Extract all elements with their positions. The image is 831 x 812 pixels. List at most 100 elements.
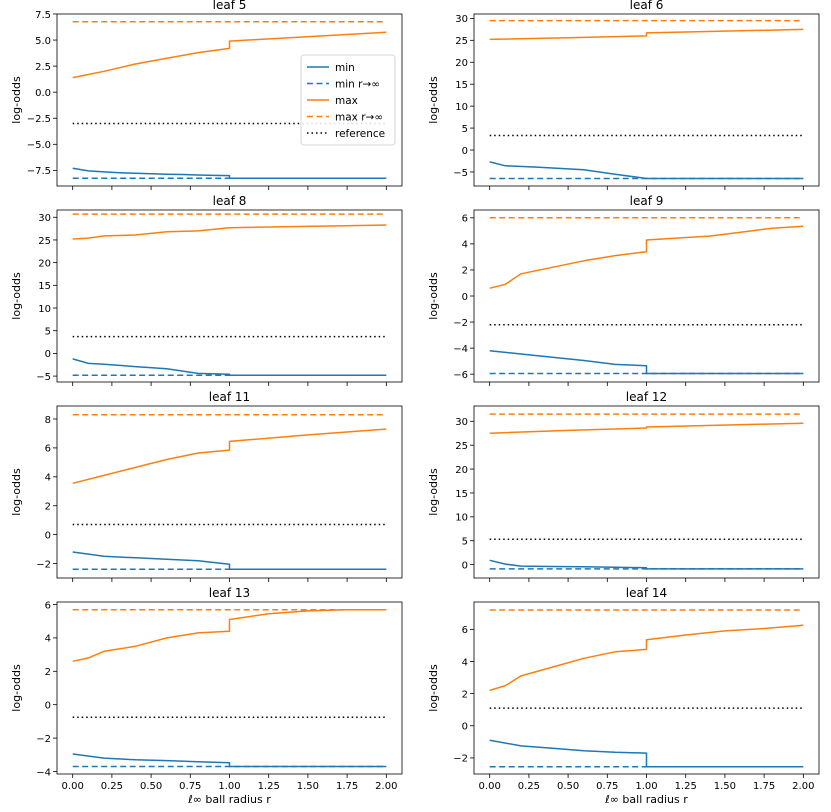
panel-leaf-2: leaf 6 log-odds −5 0 5 10 15 20 25 30	[427, 0, 820, 190]
y-axis-label: log-odds	[427, 468, 440, 516]
y-tick-label: −2	[36, 734, 51, 745]
y-tick-label: −2	[453, 318, 468, 329]
y-tick-label: 8	[45, 415, 51, 426]
x-tick-label: 1.00	[635, 781, 657, 792]
y-tick-label: 2.5	[35, 62, 51, 73]
x-tick-label: 0.00	[62, 781, 84, 792]
y-tick-label: 4	[45, 473, 51, 484]
y-tick-label: 7.5	[35, 10, 51, 21]
panel-leaf-7: leaf 13 log-odds −4 −2 0 2 4 6 0.00 0.25 0.50 0.75 1…	[10, 586, 403, 806]
y-tick-label: −6	[453, 370, 468, 381]
series-min	[72, 358, 387, 376]
y-tick-label: 25	[455, 441, 468, 452]
x-tick-label: 0.50	[140, 781, 162, 792]
y-tick-label: 0.0	[35, 88, 51, 99]
x-tick-label: 1.25	[258, 781, 280, 792]
series-min	[72, 167, 387, 179]
x-tick-label: 2.00	[375, 781, 397, 792]
x-tick-label: 1.50	[714, 781, 736, 792]
series-max	[72, 428, 387, 485]
plot-frame	[473, 405, 820, 579]
series-max	[489, 624, 804, 692]
y-tick-label: 2	[462, 266, 468, 277]
y-tick-label: −2	[36, 559, 51, 570]
y-axis-label: log-odds	[427, 272, 440, 320]
series-max	[489, 28, 804, 41]
y-tick-label: 10	[38, 304, 51, 315]
y-tick-label: 15	[455, 489, 468, 500]
y-tick-label: −5	[36, 372, 51, 383]
plot-frame	[56, 405, 403, 579]
panel-leaf-4: leaf 9 log-odds −6 −4 −2 0 2 4 6	[427, 194, 820, 386]
y-tick-label: 6	[462, 214, 468, 225]
panel-title: leaf 12	[626, 390, 667, 404]
series-min	[489, 559, 804, 570]
y-tick-label: 15	[455, 80, 468, 91]
x-tick-label: 0.25	[518, 781, 540, 792]
y-tick-label: 10	[455, 102, 468, 113]
y-tick-label: 5	[462, 124, 468, 135]
plot-frame	[56, 601, 403, 775]
y-tick-label: 25	[38, 236, 51, 247]
x-tick-label: 1.75	[753, 781, 775, 792]
panel-leaf-6: leaf 12 log-odds 0 5 10 15 20 25 30	[427, 390, 820, 582]
series-min	[72, 753, 387, 768]
y-tick-label: 2	[462, 689, 468, 700]
x-tick-label: 0.50	[557, 781, 579, 792]
y-tick-label: 15	[38, 281, 51, 292]
x-tick-label: 1.00	[218, 781, 240, 792]
y-tick-label: 0	[462, 292, 468, 303]
y-tick-label: 25	[455, 36, 468, 47]
panel-title: leaf 5	[213, 0, 247, 12]
series-max	[489, 225, 804, 289]
y-tick-label: 5	[45, 327, 51, 338]
y-tick-label: 0	[45, 349, 51, 360]
y-tick-label: 30	[455, 14, 468, 25]
panel-title: leaf 8	[213, 194, 247, 208]
y-tick-label: 6	[462, 625, 468, 636]
y-tick-label: 4	[462, 240, 468, 251]
y-tick-label: −4	[36, 767, 51, 778]
plot-frame	[56, 13, 403, 187]
series-min	[489, 739, 804, 768]
y-tick-label: 0	[45, 700, 51, 711]
legend-label: reference	[335, 128, 385, 140]
plot-frame	[473, 13, 820, 187]
series-max	[72, 224, 387, 240]
x-tick-label: 0.75	[179, 781, 201, 792]
panel-leaf-5: leaf 11 log-odds −2 0 2 4 6 8	[10, 390, 403, 582]
panel-title: leaf 11	[209, 390, 250, 404]
panel-title: leaf 14	[626, 586, 667, 600]
y-tick-label: 2	[45, 502, 51, 513]
legend-box	[300, 54, 396, 146]
series-min	[489, 349, 804, 375]
y-tick-label: 4	[45, 634, 51, 645]
x-tick-label: 0.75	[596, 781, 618, 792]
y-tick-label: −2	[453, 754, 468, 765]
legend-label: max r→∞	[335, 112, 383, 124]
plot-frame	[473, 601, 820, 775]
x-tick-label: 0.00	[479, 781, 501, 792]
y-tick-label: 6	[45, 600, 51, 611]
y-tick-label: 0	[462, 146, 468, 157]
y-tick-label: −2.5	[27, 114, 51, 125]
y-tick-label: 20	[38, 258, 51, 269]
x-axis-label: ℓ∞ ball radius r	[187, 793, 271, 806]
y-tick-label: −5	[453, 168, 468, 179]
y-axis-label: log-odds	[10, 272, 23, 320]
x-tick-label: 2.00	[792, 781, 814, 792]
y-tick-label: 4	[462, 657, 468, 668]
legend-label: min	[335, 62, 355, 74]
x-tick-label: 1.75	[336, 781, 358, 792]
y-axis-label: log-odds	[10, 664, 23, 712]
y-tick-label: −7.5	[27, 166, 51, 177]
plot-frame	[56, 209, 403, 383]
series-max	[72, 609, 387, 663]
series-max	[489, 422, 804, 434]
y-tick-label: 0	[462, 560, 468, 571]
y-axis-label: log-odds	[10, 76, 23, 124]
panel-leaf-1: leaf 5 log-odds −7.5 −5.0 −2.5 0.0 2.5 5.0 7.5 mi…	[10, 0, 403, 190]
panel-leaf-8: leaf 14 log-odds −2 0 2 4 6 0.00 0.25 0.50 0.75 1.0…	[427, 586, 820, 806]
legend: min min r→∞ max max r→∞ reference	[300, 54, 396, 146]
